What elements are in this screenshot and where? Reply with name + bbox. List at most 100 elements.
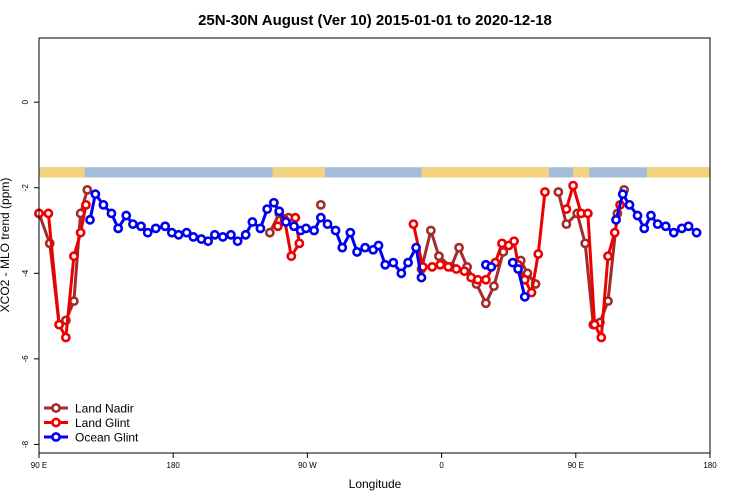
data-point: [396, 268, 407, 279]
data-point: [580, 238, 591, 249]
data-point: [247, 217, 258, 227]
y-tick-label: 0: [21, 99, 30, 104]
data-point: [435, 259, 446, 270]
data-point: [68, 296, 79, 307]
data-point: [82, 184, 93, 195]
data-point: [337, 242, 348, 253]
data-point: [173, 229, 184, 240]
data-point: [443, 261, 454, 272]
data-point: [85, 214, 95, 225]
data-point: [54, 319, 65, 330]
data-point: [272, 221, 283, 232]
data-point: [150, 223, 161, 234]
data-point: [301, 223, 311, 234]
y-tick-label: -8: [21, 440, 30, 448]
axes: 90 E 180 90 W 0 90 E 180 0 -2 -4 -6 -8: [21, 99, 717, 470]
series-line: [88, 192, 423, 278]
data-point: [596, 332, 607, 343]
data-point: [472, 274, 483, 285]
data-point: [489, 281, 499, 292]
y-tick-label: -4: [21, 269, 30, 277]
data-point: [632, 210, 643, 221]
land-strip-3: [573, 167, 590, 178]
data-point: [403, 257, 413, 268]
legend-item-land-glint: Land Glint: [44, 416, 130, 430]
x-tick-label: 90 E: [568, 461, 584, 470]
data-point: [411, 242, 422, 253]
data-point: [160, 221, 171, 232]
ocean-strip: [39, 167, 710, 178]
data-point: [373, 240, 384, 251]
legend-label: Ocean Glint: [75, 431, 139, 445]
data-point: [691, 227, 702, 238]
data-point: [513, 264, 523, 274]
data-point: [652, 219, 663, 230]
data-point: [43, 208, 54, 219]
data-point: [255, 223, 266, 234]
data-point: [90, 189, 101, 200]
data-point: [345, 227, 356, 238]
data-point: [322, 219, 333, 230]
data-point: [281, 217, 291, 227]
data-point: [121, 210, 132, 221]
data-point: [181, 227, 192, 238]
x-tick-label: 0: [439, 461, 444, 470]
data-point: [660, 221, 671, 232]
data-point: [217, 232, 228, 242]
x-tick-label: 180: [703, 461, 717, 470]
data-point: [425, 225, 436, 236]
data-point: [427, 261, 438, 272]
data-point: [188, 232, 199, 242]
data-point: [611, 214, 621, 225]
data-point: [507, 257, 518, 268]
data-point: [113, 223, 124, 234]
data-point: [582, 208, 593, 219]
series-layer: [34, 180, 702, 343]
data-point: [617, 189, 628, 200]
land-strip-2: [421, 167, 549, 178]
y-tick-label: -2: [21, 184, 30, 192]
data-point: [609, 227, 620, 238]
legend-label: Land Glint: [75, 416, 130, 430]
data-point: [274, 206, 285, 217]
data-point: [289, 221, 299, 232]
legend-item-land-nadir: Land Nadir: [44, 402, 134, 416]
data-point: [142, 227, 153, 238]
data-point: [262, 204, 273, 215]
data-point: [553, 187, 564, 197]
chart-title: 25N-30N August (Ver 10) 2015-01-01 to 20…: [198, 12, 552, 29]
legend-marker: [51, 417, 61, 428]
data-point: [232, 236, 243, 247]
data-point: [540, 187, 550, 197]
data-point: [309, 225, 320, 236]
data-point: [568, 180, 579, 191]
data-point: [68, 251, 79, 262]
data-point: [668, 227, 679, 238]
data-point: [603, 251, 613, 262]
data-point: [60, 332, 71, 343]
x-tick-label: 180: [167, 461, 181, 470]
y-axis-label: XCO2 - MLO trend (ppm): [0, 178, 12, 313]
data-point: [561, 204, 572, 215]
data-point: [480, 298, 491, 309]
data-point: [268, 197, 279, 208]
data-point: [434, 251, 444, 262]
data-point: [209, 229, 220, 240]
data-point: [561, 219, 572, 230]
data-point: [509, 236, 519, 247]
x-axis-label: Longitude: [349, 477, 402, 491]
plot-frame: [38, 37, 711, 454]
data-point: [624, 199, 635, 210]
data-point: [330, 225, 341, 236]
data-point: [480, 274, 491, 285]
data-point: [75, 227, 86, 238]
series-land-glint: [34, 180, 625, 343]
data-point: [646, 210, 656, 221]
data-point: [203, 236, 213, 247]
land-strip-1: [272, 167, 325, 178]
legend-item-ocean-glint: Ocean Glint: [44, 431, 139, 445]
data-point: [639, 223, 650, 234]
y-tick-label: -6: [21, 355, 30, 363]
surface-type-strip: [39, 167, 710, 178]
x-tick-label: 90 E: [31, 461, 47, 470]
